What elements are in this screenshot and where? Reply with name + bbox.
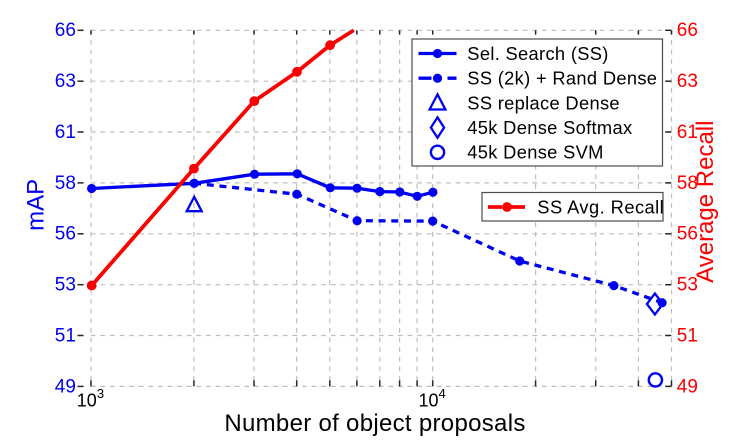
svg-text:SS replace Dense: SS replace Dense xyxy=(467,93,620,114)
svg-text:66: 66 xyxy=(677,20,698,41)
svg-text:Number of object proposals: Number of object proposals xyxy=(224,410,525,437)
svg-text:mAP: mAP xyxy=(22,179,49,231)
svg-text:56: 56 xyxy=(55,224,76,245)
svg-text:49: 49 xyxy=(55,376,76,397)
svg-text:53: 53 xyxy=(55,275,76,296)
svg-text:49: 49 xyxy=(677,376,698,397)
svg-text:45k Dense SVM: 45k Dense SVM xyxy=(467,142,603,163)
svg-text:Sel. Search (SS): Sel. Search (SS) xyxy=(467,43,608,64)
svg-text:56: 56 xyxy=(677,224,698,245)
svg-text:Average Recall: Average Recall xyxy=(692,121,719,283)
svg-text:51: 51 xyxy=(55,325,76,346)
svg-text:53: 53 xyxy=(677,275,698,296)
svg-text:58: 58 xyxy=(677,173,698,194)
svg-text:63: 63 xyxy=(55,71,76,92)
svg-text:SS (2k) + Rand Dense: SS (2k) + Rand Dense xyxy=(467,68,657,89)
svg-text:66: 66 xyxy=(55,20,76,41)
svg-text:SS Avg. Recall: SS Avg. Recall xyxy=(537,196,664,217)
svg-text:45k Dense Softmax: 45k Dense Softmax xyxy=(467,117,632,138)
svg-text:61: 61 xyxy=(677,122,698,143)
svg-text:63: 63 xyxy=(677,71,698,92)
svg-text:58: 58 xyxy=(55,173,76,194)
svg-text:61: 61 xyxy=(55,122,76,143)
svg-text:51: 51 xyxy=(677,325,698,346)
